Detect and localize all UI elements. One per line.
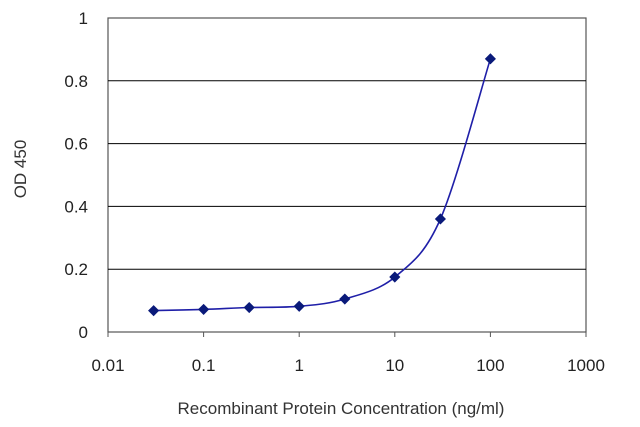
x-axis-title: Recombinant Protein Concentration (ng/ml… [178,399,505,418]
data-point [198,303,210,315]
y-tick-label: 0 [79,323,88,342]
x-tick-label: 0.01 [91,356,124,375]
data-point [243,301,255,314]
data-point [148,305,160,317]
y-tick-label: 0.6 [64,135,88,154]
x-tick-label: 1 [294,356,303,375]
series-layer [148,53,496,317]
y-axis-ticks: 0 0.2 0.4 0.6 0.8 1 [64,9,88,342]
data-point [484,53,496,65]
data-point [434,213,446,225]
data-point [389,271,401,283]
y-tick-label: 0.2 [64,260,88,279]
x-tick-label: 10 [385,356,404,375]
y-axis-title: OD 450 [11,140,30,199]
data-point [293,300,305,312]
x-tick-label: 0.1 [192,356,216,375]
y-tick-label: 0.8 [64,72,88,91]
series-line [153,58,492,312]
x-tick-label: 1000 [567,356,605,375]
y-tick-label: 1 [79,9,88,28]
data-point [339,293,351,305]
plot-area [107,17,587,333]
x-axis-ticks: 0.01 0.1 1 10 100 1000 [91,332,605,375]
y-tick-label: 0.4 [64,197,88,216]
grid-lines [108,80,586,270]
plot-border [107,17,587,333]
x-tick-label: 100 [476,356,504,375]
